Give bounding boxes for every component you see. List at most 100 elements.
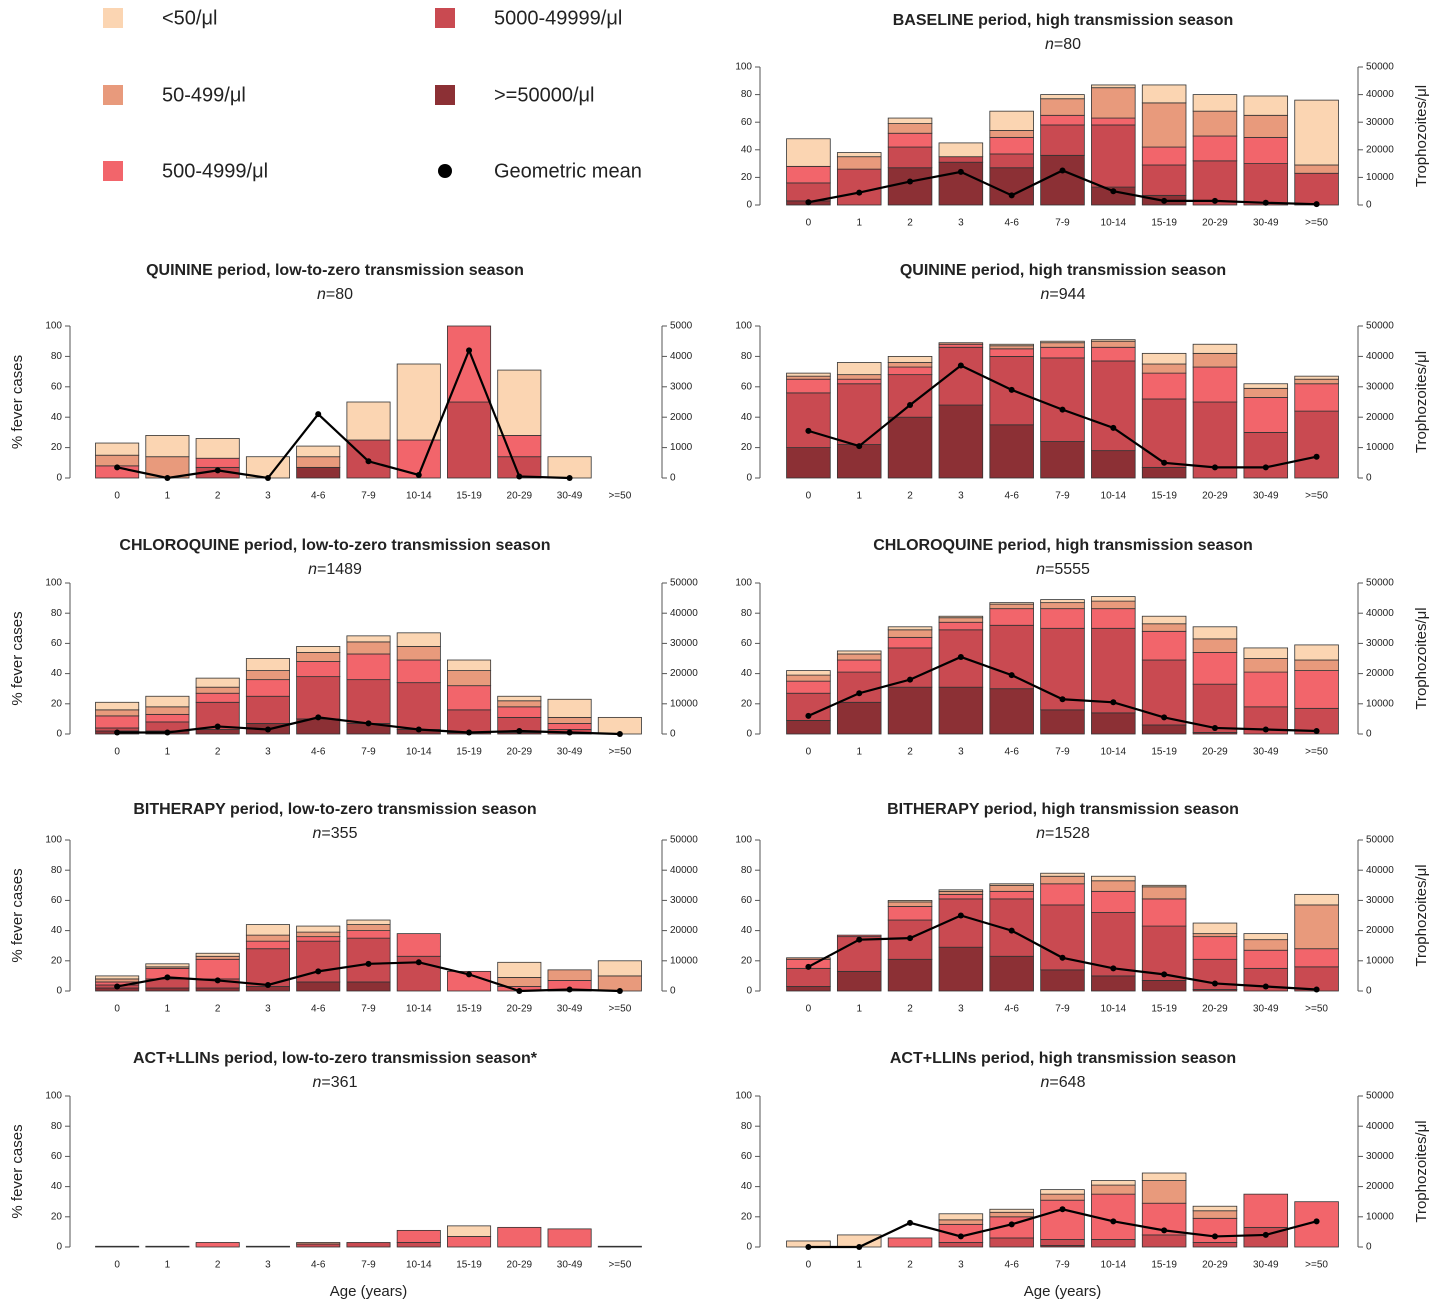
x-tick-label: 0 [806,491,812,502]
bar-segment [836,650,882,655]
x-tick-label: 20-29 [507,1260,533,1271]
x-tick-label: 3 [958,1004,964,1015]
bar-segment [989,110,1034,131]
x-tick-label: 3 [958,218,964,229]
bar-segment [836,374,882,380]
y2-tick-label: 4000 [670,351,693,362]
x-tick-label: 3 [958,491,964,502]
bar-segment [497,706,542,718]
bar-segment [1192,638,1238,653]
x-tick-label: 20-29 [1202,491,1228,502]
y-tick-label: 60 [741,638,753,649]
legend-swatch [103,8,123,28]
y-tick-label: 40 [741,925,753,936]
bar-segment [547,698,592,718]
x-tick-label: 2 [907,1260,913,1271]
mean-point [1110,424,1117,431]
bar-segment [346,635,391,643]
y-tick-label: 80 [741,1121,753,1132]
y-tick-label: 100 [735,578,752,589]
bar-segment [1192,352,1238,368]
y2-tick-label: 0 [670,986,676,997]
bar-segment [396,632,441,647]
bar-segment [1040,346,1085,359]
y-tick-label: 40 [741,1181,753,1192]
bar-segment [1141,623,1187,632]
y2-tick-label: 0 [1366,986,1372,997]
y2-tick-label: 40000 [1366,351,1394,362]
bar-segment [1040,98,1085,116]
chart-subtitle: n=944 [1040,286,1086,303]
bar-segment [1192,94,1238,112]
bar-segment [447,670,492,687]
y2-tick-label: 0 [1366,200,1372,211]
bar-segment [1294,644,1339,661]
bar-segment [836,701,882,735]
x-tick-label: >=50 [608,747,631,758]
bar-segment [547,723,592,730]
bar-segment [1243,136,1289,165]
x-tick-label: 3 [265,1260,271,1271]
bar-segment [1294,410,1339,479]
bar-segment [1091,880,1136,892]
y-tick-label: 20 [741,955,753,966]
bar-segment [786,372,831,377]
bar-segment [1192,936,1238,960]
bar-segment [887,901,933,907]
bar-segment [245,934,290,942]
x-tick-label: 4-6 [311,1260,326,1271]
x-tick-label: 2 [215,747,221,758]
mean-point [315,968,322,975]
bar-segment [786,670,831,676]
y2-tick-label: 2000 [670,412,693,423]
bar-segment [887,629,933,638]
chart-subtitle: n=1489 [308,561,362,578]
x-tick-label: >=50 [1305,218,1328,229]
x-tick-label: 1 [856,747,862,758]
bar-segment [887,416,933,479]
bar-segment [296,1243,341,1248]
mean-point [907,1219,914,1226]
bar-segment [1040,124,1085,156]
chart-subtitle: n=1528 [1036,825,1090,842]
x-tick-label: 30-49 [557,747,583,758]
bar-segment [296,661,341,678]
y-tick-label: 20 [741,172,753,183]
bar-segment [195,677,240,688]
mean-point [516,988,523,994]
bar-segment [1040,94,1085,100]
x-tick-label: 10-14 [1101,491,1127,502]
bar-segment [1294,375,1339,380]
bar-segment [1141,886,1187,900]
bar-segment [1091,340,1136,348]
bar-segment [887,132,933,148]
y-tick-label: 80 [741,89,753,100]
y2-tick-label: 10000 [1366,698,1394,709]
x-tick-label: 3 [265,1004,271,1015]
bar-segment [95,978,140,983]
mean-point [805,427,812,434]
bar-segment [245,670,290,681]
mean-point [1110,699,1117,706]
bar-segment [1192,343,1238,354]
legend-label: Geometric mean [494,160,642,182]
bar-segment [447,685,492,711]
mean-point [566,475,573,481]
bar-segment [1040,709,1085,735]
y-axis-label: % fever cases [9,355,26,449]
bar-segment [1192,1242,1238,1248]
x-tick-label: 10-14 [1101,747,1127,758]
mean-point [1313,201,1320,208]
y-tick-label: 40 [51,925,63,936]
bar-segment [1040,602,1085,610]
x-tick-label: 0 [806,747,812,758]
chart-title: ACT+LLINs period, high transmission seas… [889,1050,1237,1067]
bar-segment [447,1236,492,1248]
bar-segment [1192,366,1238,403]
bar-segment [1091,890,1136,913]
x-tick-label: 7-9 [1055,491,1070,502]
x-tick-label: 1 [165,491,171,502]
bar-segment [1040,154,1085,206]
y2-tick-label: 0 [1366,1242,1372,1253]
chart-title: QUININE period, low-to-zero transmission… [146,262,524,279]
